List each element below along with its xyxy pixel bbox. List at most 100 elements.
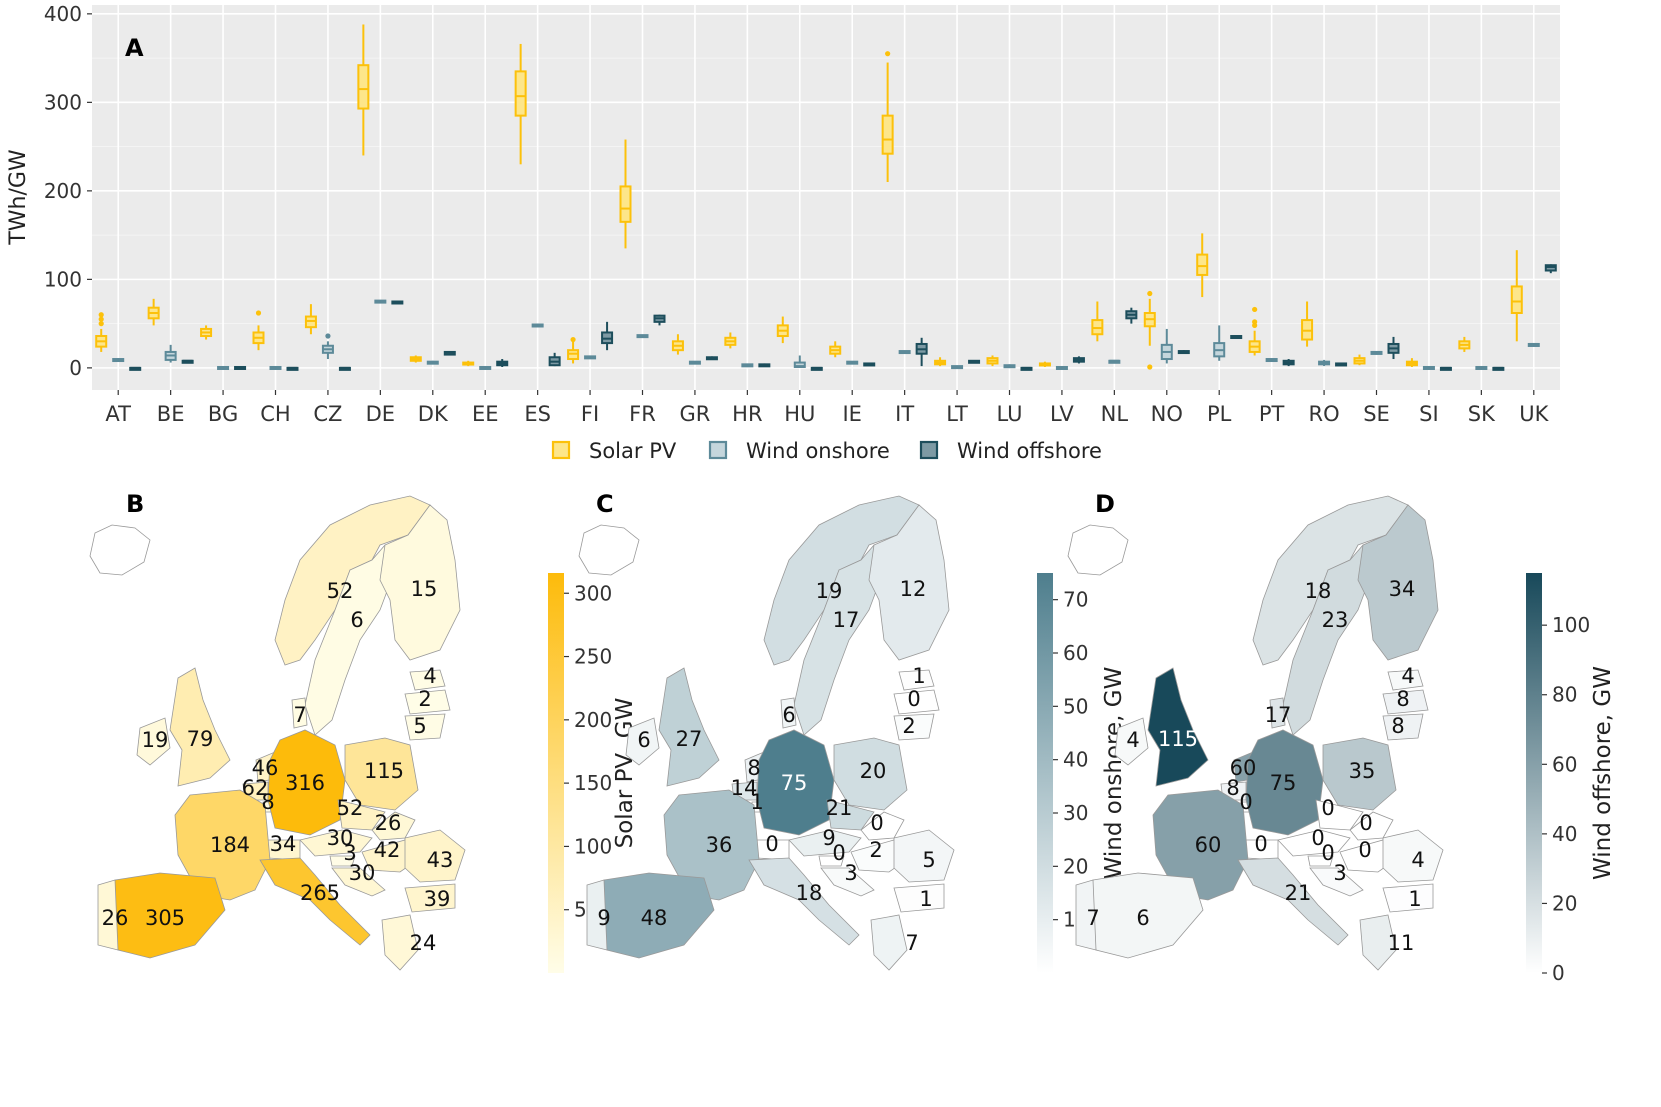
country-ro — [404, 829, 466, 883]
country-ro — [893, 829, 955, 883]
box-solar-pv — [1405, 358, 1418, 367]
box-outlier — [1147, 364, 1153, 370]
x-axis-ticks: AT BE BG CH CZ DE DK EE ES FI FR GR HR HU IE IT LT LU LV NL… — [105, 390, 1550, 426]
y-tick-label: 100 — [44, 267, 82, 291]
box-wind-onshore — [374, 299, 387, 304]
box-wind-onshore — [793, 355, 806, 368]
box-solar-pv — [1248, 306, 1261, 356]
box-wind-offshore — [653, 314, 666, 326]
x-tick-label: SE — [1363, 402, 1390, 426]
colorbar — [1526, 573, 1542, 973]
legend-swatch — [551, 440, 571, 460]
box-wind-onshore — [584, 355, 597, 360]
country-pl — [1322, 737, 1397, 811]
country-lv — [893, 689, 940, 715]
box-wind-onshore — [1475, 365, 1488, 370]
country-value-label: 6 — [637, 728, 650, 752]
country-value-label: 79 — [187, 727, 214, 751]
x-tick-label: DE — [366, 402, 395, 426]
country-value-label: 316 — [285, 771, 325, 795]
y-tick-label: 200 — [44, 179, 82, 203]
country-value-label: 12 — [900, 577, 927, 601]
box-wind-offshore — [1177, 350, 1190, 355]
country-value-label: 21 — [1285, 881, 1312, 905]
country-value-label: 11 — [1388, 931, 1415, 955]
box-wind-onshore — [1108, 359, 1121, 364]
country-value-label: 3 — [343, 841, 356, 865]
x-tick-label: IT — [895, 402, 914, 426]
country-is — [1067, 524, 1129, 576]
country-sk — [371, 811, 416, 841]
country-value-label: 0 — [1359, 811, 1372, 835]
country-pt — [97, 879, 119, 951]
country-value-label: 6 — [782, 703, 795, 727]
box-wind-onshore — [269, 365, 282, 370]
country-pl — [344, 737, 419, 811]
country-pt — [1075, 879, 1097, 951]
country-hr — [1309, 867, 1364, 897]
country-bg — [1382, 883, 1434, 913]
box-solar-pv — [1510, 250, 1523, 342]
country-value-label: 0 — [1321, 796, 1334, 820]
legend-label: Wind onshore — [746, 439, 890, 463]
country-value-label: 8 — [261, 790, 274, 814]
colorbar-tick-label: 20 — [1552, 891, 1577, 915]
x-tick-label: BG — [208, 402, 238, 426]
colorbar-tick-label: 30 — [1063, 801, 1088, 825]
box-wind-onshore — [1003, 364, 1016, 369]
country-gr — [381, 914, 419, 971]
country-sk — [860, 811, 905, 841]
colorbar-tick-label: 70 — [1063, 588, 1088, 612]
box-wind-offshore — [443, 350, 456, 356]
y-tick-label: 300 — [44, 90, 82, 114]
country-value-label: 34 — [1389, 577, 1416, 601]
country-fr — [1152, 789, 1249, 901]
x-tick-label: IE — [842, 402, 861, 426]
box-wind-offshore — [1544, 264, 1557, 274]
country-no — [274, 495, 431, 666]
country-fi — [379, 504, 461, 661]
box-outlier — [1252, 306, 1258, 313]
box-wind-onshore — [951, 365, 964, 370]
box-body — [881, 114, 894, 155]
country-value-label: 3 — [1333, 861, 1346, 885]
box-wind-offshore — [705, 356, 718, 361]
country-value-label: 0 — [765, 832, 778, 856]
colorbar-tick-label: 80 — [1552, 683, 1577, 707]
colorbar — [1037, 573, 1053, 973]
country-value-label: 15 — [411, 577, 438, 601]
country-value-label: 6 — [350, 608, 363, 632]
colorbar — [548, 573, 564, 973]
country-value-label: 1 — [750, 790, 763, 814]
country-value-label: 0 — [1254, 832, 1267, 856]
box-wind-offshore — [1072, 356, 1085, 364]
country-value-label: 34 — [270, 832, 297, 856]
x-tick-label: HR — [732, 402, 762, 426]
country-value-label: 24 — [410, 931, 437, 955]
box-wind-onshore — [636, 334, 649, 339]
x-tick-label: HU — [784, 402, 815, 426]
box-wind-onshore — [217, 365, 230, 370]
country-value-label: 19 — [142, 728, 169, 752]
box-wind-offshore — [548, 352, 561, 367]
box-solar-pv — [95, 312, 108, 352]
country-at — [788, 829, 862, 857]
country-value-label: 52 — [327, 579, 354, 603]
legend-swatch — [708, 440, 728, 460]
box-outlier — [98, 321, 104, 327]
country-bg — [893, 883, 945, 913]
country-it — [1237, 857, 1349, 946]
country-value-label: 46 — [252, 756, 279, 780]
country-value-label: 43 — [427, 848, 454, 872]
country-at — [299, 829, 373, 857]
country-value-label: 9 — [822, 826, 835, 850]
country-pt — [586, 879, 608, 951]
colorbar-tick-label: 40 — [1063, 748, 1088, 772]
country-value-label: 305 — [145, 906, 185, 930]
country-value-label: 60 — [1195, 833, 1222, 857]
x-tick-label: LV — [1050, 402, 1074, 426]
box-solar-pv — [409, 355, 422, 363]
country-value-label: 75 — [1270, 771, 1297, 795]
box-series — [95, 24, 1557, 371]
